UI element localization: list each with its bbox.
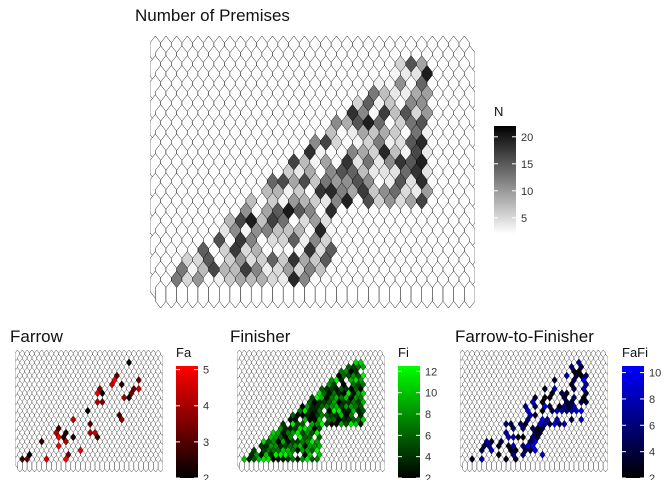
farrow-to-finisher-legend-title: FaFi	[622, 345, 648, 360]
colorbar-tick-label: 5	[521, 213, 527, 225]
colorbar-tick-label: 5	[203, 365, 209, 377]
farrow-to-finisher-hex-map	[460, 350, 608, 472]
colorbar-tick-label: 10	[425, 388, 437, 400]
colorbar-tick-label: 6	[425, 430, 431, 442]
finisher-title: Finisher	[230, 327, 291, 346]
colorbar-tick-label: 4	[425, 452, 431, 464]
farrow-colorbar: 2 3 4 5	[176, 365, 209, 480]
colorbar-tick-label: 2	[649, 473, 655, 480]
colorbar-tick-label: 10	[521, 186, 533, 198]
premises-hex-map	[150, 36, 475, 308]
colorbar-tick-label: 12	[425, 366, 437, 378]
farrow-hex-map	[15, 350, 163, 472]
colorbar-tick-label: 4	[203, 401, 209, 413]
farrow-legend-title: Fa	[176, 345, 192, 360]
colorbar-tick-label: 6	[649, 420, 655, 432]
colorbar-tick-label: 2	[425, 473, 431, 480]
colorbar-gradient	[494, 126, 516, 234]
finisher-colorbar: 2 4 6 8 10 12	[398, 366, 437, 480]
colorbar-tick-label: 10	[649, 368, 661, 380]
farrow-title: Farrow	[10, 327, 63, 346]
premises-legend-title: N	[494, 104, 504, 119]
colorbar-tick-label: 8	[649, 394, 655, 406]
premises-title: Number of Premises	[135, 6, 290, 25]
premises-colorbar: 5 10 15 20	[494, 126, 533, 234]
finisher-legend-title: Fi	[398, 345, 409, 360]
farrow-to-finisher-colorbar: 2 4 6 8 10	[622, 366, 661, 480]
farrow-to-finisher-title: Farrow-to-Finisher	[455, 327, 594, 346]
colorbar-tick-label: 15	[521, 159, 533, 171]
colorbar-tick-label: 2	[203, 473, 209, 480]
colorbar-tick-label: 20	[521, 132, 533, 144]
colorbar-tick-label: 3	[203, 437, 209, 449]
colorbar-tick-label: 8	[425, 409, 431, 421]
finisher-hex-map	[237, 350, 385, 472]
colorbar-gradient	[622, 366, 644, 478]
colorbar-gradient	[398, 366, 420, 478]
hex-cell	[464, 280, 475, 308]
hex-cell	[602, 459, 608, 472]
hex-cell	[379, 459, 385, 472]
colorbar-tick-label: 4	[649, 447, 655, 459]
colorbar-gradient	[176, 366, 198, 478]
hex-cell	[157, 459, 163, 472]
